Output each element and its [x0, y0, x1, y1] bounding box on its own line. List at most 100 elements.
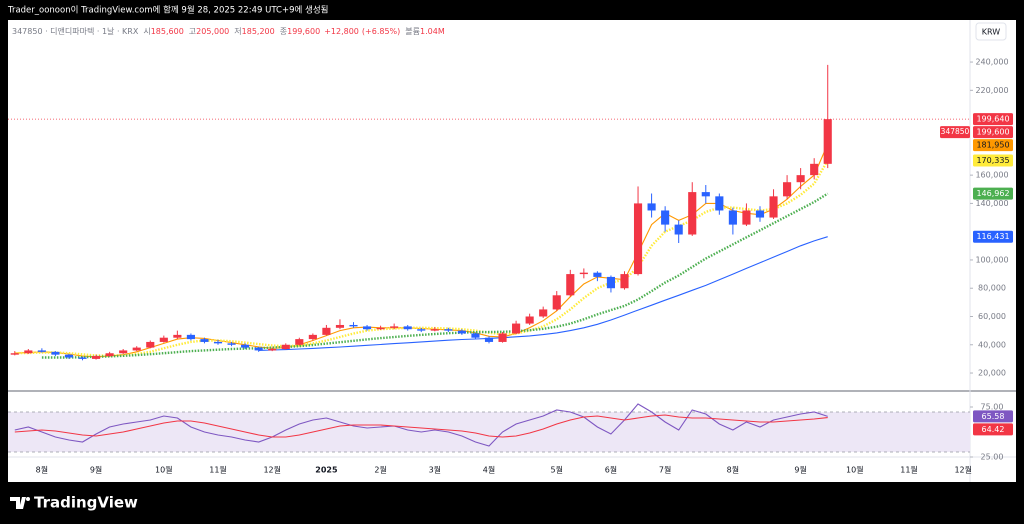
legend-ohlc-value: 185,600	[151, 27, 184, 36]
candle-body	[268, 349, 277, 351]
x-tick-label: 9월	[90, 465, 102, 475]
y-tick-label: 220,000	[975, 86, 1008, 95]
candle-body	[444, 329, 453, 331]
y-tick-label: 100,000	[975, 255, 1008, 264]
candle-body	[742, 210, 751, 225]
candle-body	[146, 341, 155, 348]
x-tick-label: 12월	[954, 465, 972, 475]
candle-body	[566, 274, 575, 296]
x-tick-label: 10월	[155, 465, 173, 475]
x-tick-label: 2월	[374, 465, 386, 475]
x-tick-label: 9월	[794, 465, 806, 475]
chart-panel	[8, 20, 1016, 482]
candle-body	[403, 326, 412, 330]
candle-body	[362, 326, 372, 330]
candle-body	[241, 344, 250, 348]
indicator-line	[41, 192, 829, 359]
y-tick-label: 80,000	[978, 284, 1006, 293]
candle-body	[552, 295, 561, 310]
candle-body	[64, 354, 74, 358]
candle-body	[579, 272, 588, 275]
price-tag-label: 116,431	[976, 232, 1009, 241]
candle-body	[661, 210, 670, 225]
candle-body	[308, 334, 317, 340]
candle-body	[457, 330, 466, 334]
candle-body	[484, 337, 494, 342]
candle-body	[810, 163, 819, 176]
indicator-line	[14, 414, 828, 438]
candle-body	[281, 344, 290, 350]
legend-ohlc-value: 205,000	[196, 27, 229, 36]
candle-body	[498, 333, 507, 342]
candle-body	[78, 357, 87, 359]
candle-body	[376, 327, 385, 330]
candle-body	[796, 175, 805, 183]
candle-body	[10, 353, 19, 355]
candle-body	[769, 196, 778, 218]
candle-body	[295, 339, 304, 345]
candle-body	[525, 316, 534, 324]
legend: 347850 · 디앤디파마텍 · 1날 · KRX 시185,600 고205,0…	[12, 26, 445, 36]
candle-body	[200, 339, 209, 342]
candle-body	[823, 119, 832, 164]
indicator-line	[258, 236, 828, 351]
candle-body	[173, 334, 182, 338]
price-tag-label: 146,962	[976, 189, 1009, 198]
candle-body	[633, 203, 643, 275]
candle-body	[186, 334, 195, 340]
candle-body	[728, 210, 737, 225]
symbol-tag	[940, 126, 970, 139]
candle-body	[755, 210, 765, 218]
currency[interactable]: KRW	[982, 28, 1000, 37]
x-tick-label: 2025	[315, 466, 338, 475]
candle-body	[92, 356, 101, 359]
price-tag	[973, 126, 1013, 139]
candle-body	[430, 329, 439, 331]
candle-body	[390, 326, 399, 328]
x-tick-label: 10월	[846, 465, 864, 475]
legend-ohlc-name: 시	[143, 27, 150, 36]
candle-body	[159, 337, 168, 342]
logo-dot	[26, 497, 30, 501]
x-tick-label: 5월	[551, 465, 563, 475]
price-tag	[973, 154, 1013, 167]
pane: 20,000 40,000 60,000 80,000 100,000 140,000 16…	[8, 58, 1013, 475]
legend-symbol: 347850 · 디앤디파마텍 · 1날 · KRX	[12, 26, 139, 36]
candle-body	[213, 341, 223, 344]
price-tag-label: 65.58	[982, 412, 1005, 421]
legend-ohlc-name: 저	[234, 27, 241, 36]
candle-body	[132, 347, 141, 351]
candle-body	[688, 192, 697, 235]
price-tag-label: 170,335	[976, 156, 1009, 165]
candle-body	[783, 182, 792, 197]
candle-body	[701, 192, 710, 197]
candle-body	[51, 351, 60, 355]
x-tick-label: 12월	[263, 465, 281, 475]
header: Trader_oonoon이 TradingView.com에 함께 9월 28…	[7, 5, 328, 16]
candle-body	[254, 347, 263, 351]
symbol-tag-label: 347850	[941, 127, 970, 136]
x-tick-label: 11월	[900, 465, 918, 475]
y-tick-label: 40,000	[978, 340, 1006, 349]
y-tick-label: 240,000	[975, 58, 1008, 67]
price-tag	[973, 187, 1013, 200]
y-tick-label: 140,000	[975, 199, 1008, 208]
logo	[10, 497, 30, 509]
x-tick-label: 6월	[605, 465, 617, 475]
price-tag	[973, 113, 1013, 126]
legend-ohlc-value: 199,600	[287, 27, 320, 36]
candle-body	[512, 323, 521, 334]
price-tag-label: 199,640	[976, 115, 1009, 124]
x-tick-label: 4월	[483, 465, 495, 475]
y-tick-label: 60,000	[978, 312, 1006, 321]
currency-button[interactable]	[975, 22, 1007, 41]
candle-body	[227, 343, 236, 345]
candle-body	[119, 350, 128, 354]
price-tag-label: 181,950	[976, 141, 1009, 150]
candle-body	[24, 350, 33, 354]
candle-body	[471, 333, 480, 338]
candle-body	[105, 353, 114, 357]
legend-volume: 1.04M	[420, 27, 445, 36]
candle-body	[349, 324, 358, 327]
